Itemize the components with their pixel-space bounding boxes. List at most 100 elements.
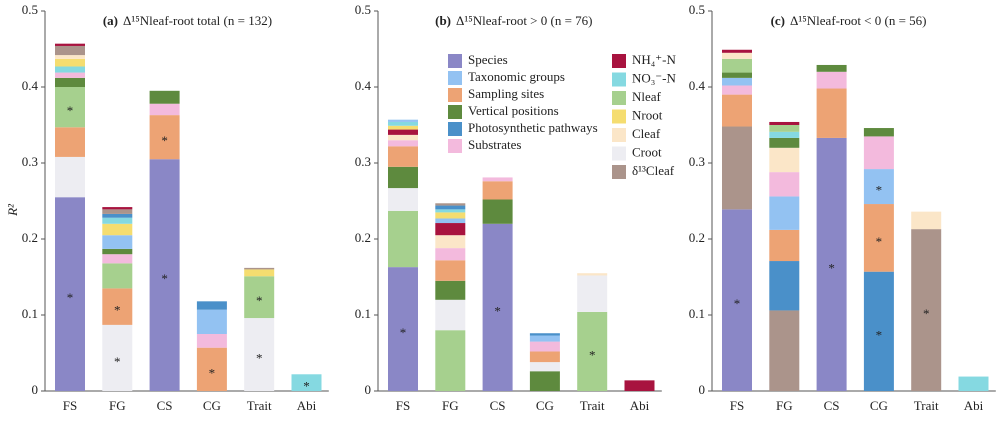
y-tick-label: 0.1 bbox=[689, 306, 705, 321]
bar-segment bbox=[722, 77, 752, 86]
significance-label: * bbox=[876, 327, 883, 342]
y-tick-label: 0.2 bbox=[22, 230, 38, 245]
bar-segment bbox=[769, 196, 800, 230]
bar-segment bbox=[435, 235, 466, 249]
bar-segment bbox=[435, 218, 466, 224]
bar-segment bbox=[196, 301, 227, 310]
legend-label: Croot bbox=[632, 144, 662, 159]
bar-segment bbox=[388, 267, 418, 391]
bar-segment bbox=[102, 207, 133, 210]
bar-segment bbox=[435, 280, 466, 300]
y-tick-label: 0.1 bbox=[22, 306, 38, 321]
bar-segment bbox=[958, 376, 989, 391]
y-tick-label: 0.5 bbox=[689, 2, 705, 17]
y-axis-label: R² bbox=[5, 203, 20, 217]
legend-swatch bbox=[612, 128, 626, 142]
bar-segment bbox=[769, 310, 800, 391]
significance-label: * bbox=[256, 351, 263, 366]
significance-label: * bbox=[114, 354, 121, 369]
bar-segment bbox=[482, 223, 513, 391]
significance-label: * bbox=[400, 325, 407, 340]
bar-segment bbox=[577, 275, 608, 312]
bar-segment bbox=[863, 204, 894, 272]
bar-segment bbox=[624, 380, 655, 391]
y-tick-label: 0.3 bbox=[22, 154, 38, 169]
y-tick-label: 0.1 bbox=[355, 306, 371, 321]
bar-segment bbox=[816, 64, 847, 72]
bar-segment bbox=[55, 43, 85, 46]
x-tick-label: CG bbox=[870, 398, 888, 413]
legend-label: Vertical positions bbox=[468, 103, 559, 118]
bar-segment bbox=[911, 229, 942, 391]
legend-label: δ¹³Cleaf bbox=[632, 163, 675, 178]
bar-segment bbox=[435, 205, 466, 210]
bar-segment bbox=[722, 85, 752, 95]
bar-segment bbox=[722, 126, 752, 210]
bar-segment bbox=[816, 71, 847, 89]
bar-segment bbox=[102, 223, 133, 236]
y-tick-label: 0 bbox=[32, 382, 39, 397]
y-tick-label: 0.5 bbox=[355, 2, 371, 17]
x-tick-label: FG bbox=[776, 398, 793, 413]
significance-label: * bbox=[114, 303, 121, 318]
bar-segment bbox=[196, 309, 227, 334]
bar-segment bbox=[529, 333, 560, 336]
y-tick-label: 0.2 bbox=[689, 230, 705, 245]
legend-label: Taxonomic groups bbox=[468, 69, 565, 84]
bar-segment bbox=[102, 248, 133, 255]
legend-label: Substrates bbox=[468, 137, 521, 152]
legend-swatch bbox=[612, 146, 626, 161]
significance-label: * bbox=[161, 133, 168, 148]
bar-segment bbox=[55, 197, 85, 391]
legend-swatch bbox=[448, 54, 462, 68]
bar-segment bbox=[529, 341, 560, 352]
bar-segment bbox=[816, 88, 847, 138]
legend-label: Cleaf bbox=[632, 126, 661, 141]
bar-segment bbox=[769, 172, 800, 197]
bar-segment bbox=[435, 299, 466, 331]
y-tick-label: 0.4 bbox=[22, 78, 39, 93]
bar-segment bbox=[769, 131, 800, 138]
significance-label: * bbox=[67, 290, 74, 305]
bar-segment bbox=[863, 169, 894, 205]
bar-segment bbox=[722, 72, 752, 78]
y-tick-label: 0.5 bbox=[22, 2, 38, 17]
legend-swatch bbox=[612, 54, 626, 68]
x-tick-label: CG bbox=[536, 398, 554, 413]
bar-segment bbox=[55, 58, 85, 67]
significance-label: * bbox=[734, 296, 741, 311]
significance-label: * bbox=[589, 347, 596, 362]
bar-segment bbox=[722, 49, 752, 53]
y-tick-label: 0 bbox=[365, 382, 372, 397]
significance-label: * bbox=[256, 293, 263, 308]
legend-swatch bbox=[612, 72, 626, 87]
bar-segment bbox=[722, 52, 752, 59]
legend-swatch bbox=[612, 109, 626, 124]
bar-segment bbox=[149, 115, 180, 160]
significance-label: * bbox=[828, 260, 835, 275]
legend-label: Nroot bbox=[632, 107, 663, 122]
bar-segment bbox=[149, 90, 180, 104]
bar-segment bbox=[911, 211, 942, 230]
bar-segment bbox=[102, 235, 133, 249]
x-tick-label: FS bbox=[396, 398, 410, 413]
bar-segment bbox=[244, 276, 275, 319]
significance-label: * bbox=[303, 379, 310, 394]
legend-label: Sampling sites bbox=[468, 86, 544, 101]
bar-segment bbox=[149, 159, 180, 391]
legend-swatch bbox=[448, 139, 462, 153]
x-tick-label: Trait bbox=[247, 398, 272, 413]
y-tick-label: 0 bbox=[699, 382, 706, 397]
bar-segment bbox=[244, 269, 275, 277]
significance-label: * bbox=[209, 365, 216, 380]
significance-label: * bbox=[161, 271, 168, 286]
legend-label: Nleaf bbox=[632, 89, 662, 104]
y-tick-label: 0.3 bbox=[689, 154, 705, 169]
bar-segment bbox=[388, 129, 418, 135]
bar-segment bbox=[769, 229, 800, 262]
bar-segment bbox=[863, 128, 894, 137]
bar-segment bbox=[435, 209, 466, 213]
bar-segment bbox=[55, 127, 85, 157]
x-tick-label: CS bbox=[490, 398, 506, 413]
bar-segment bbox=[55, 87, 85, 128]
